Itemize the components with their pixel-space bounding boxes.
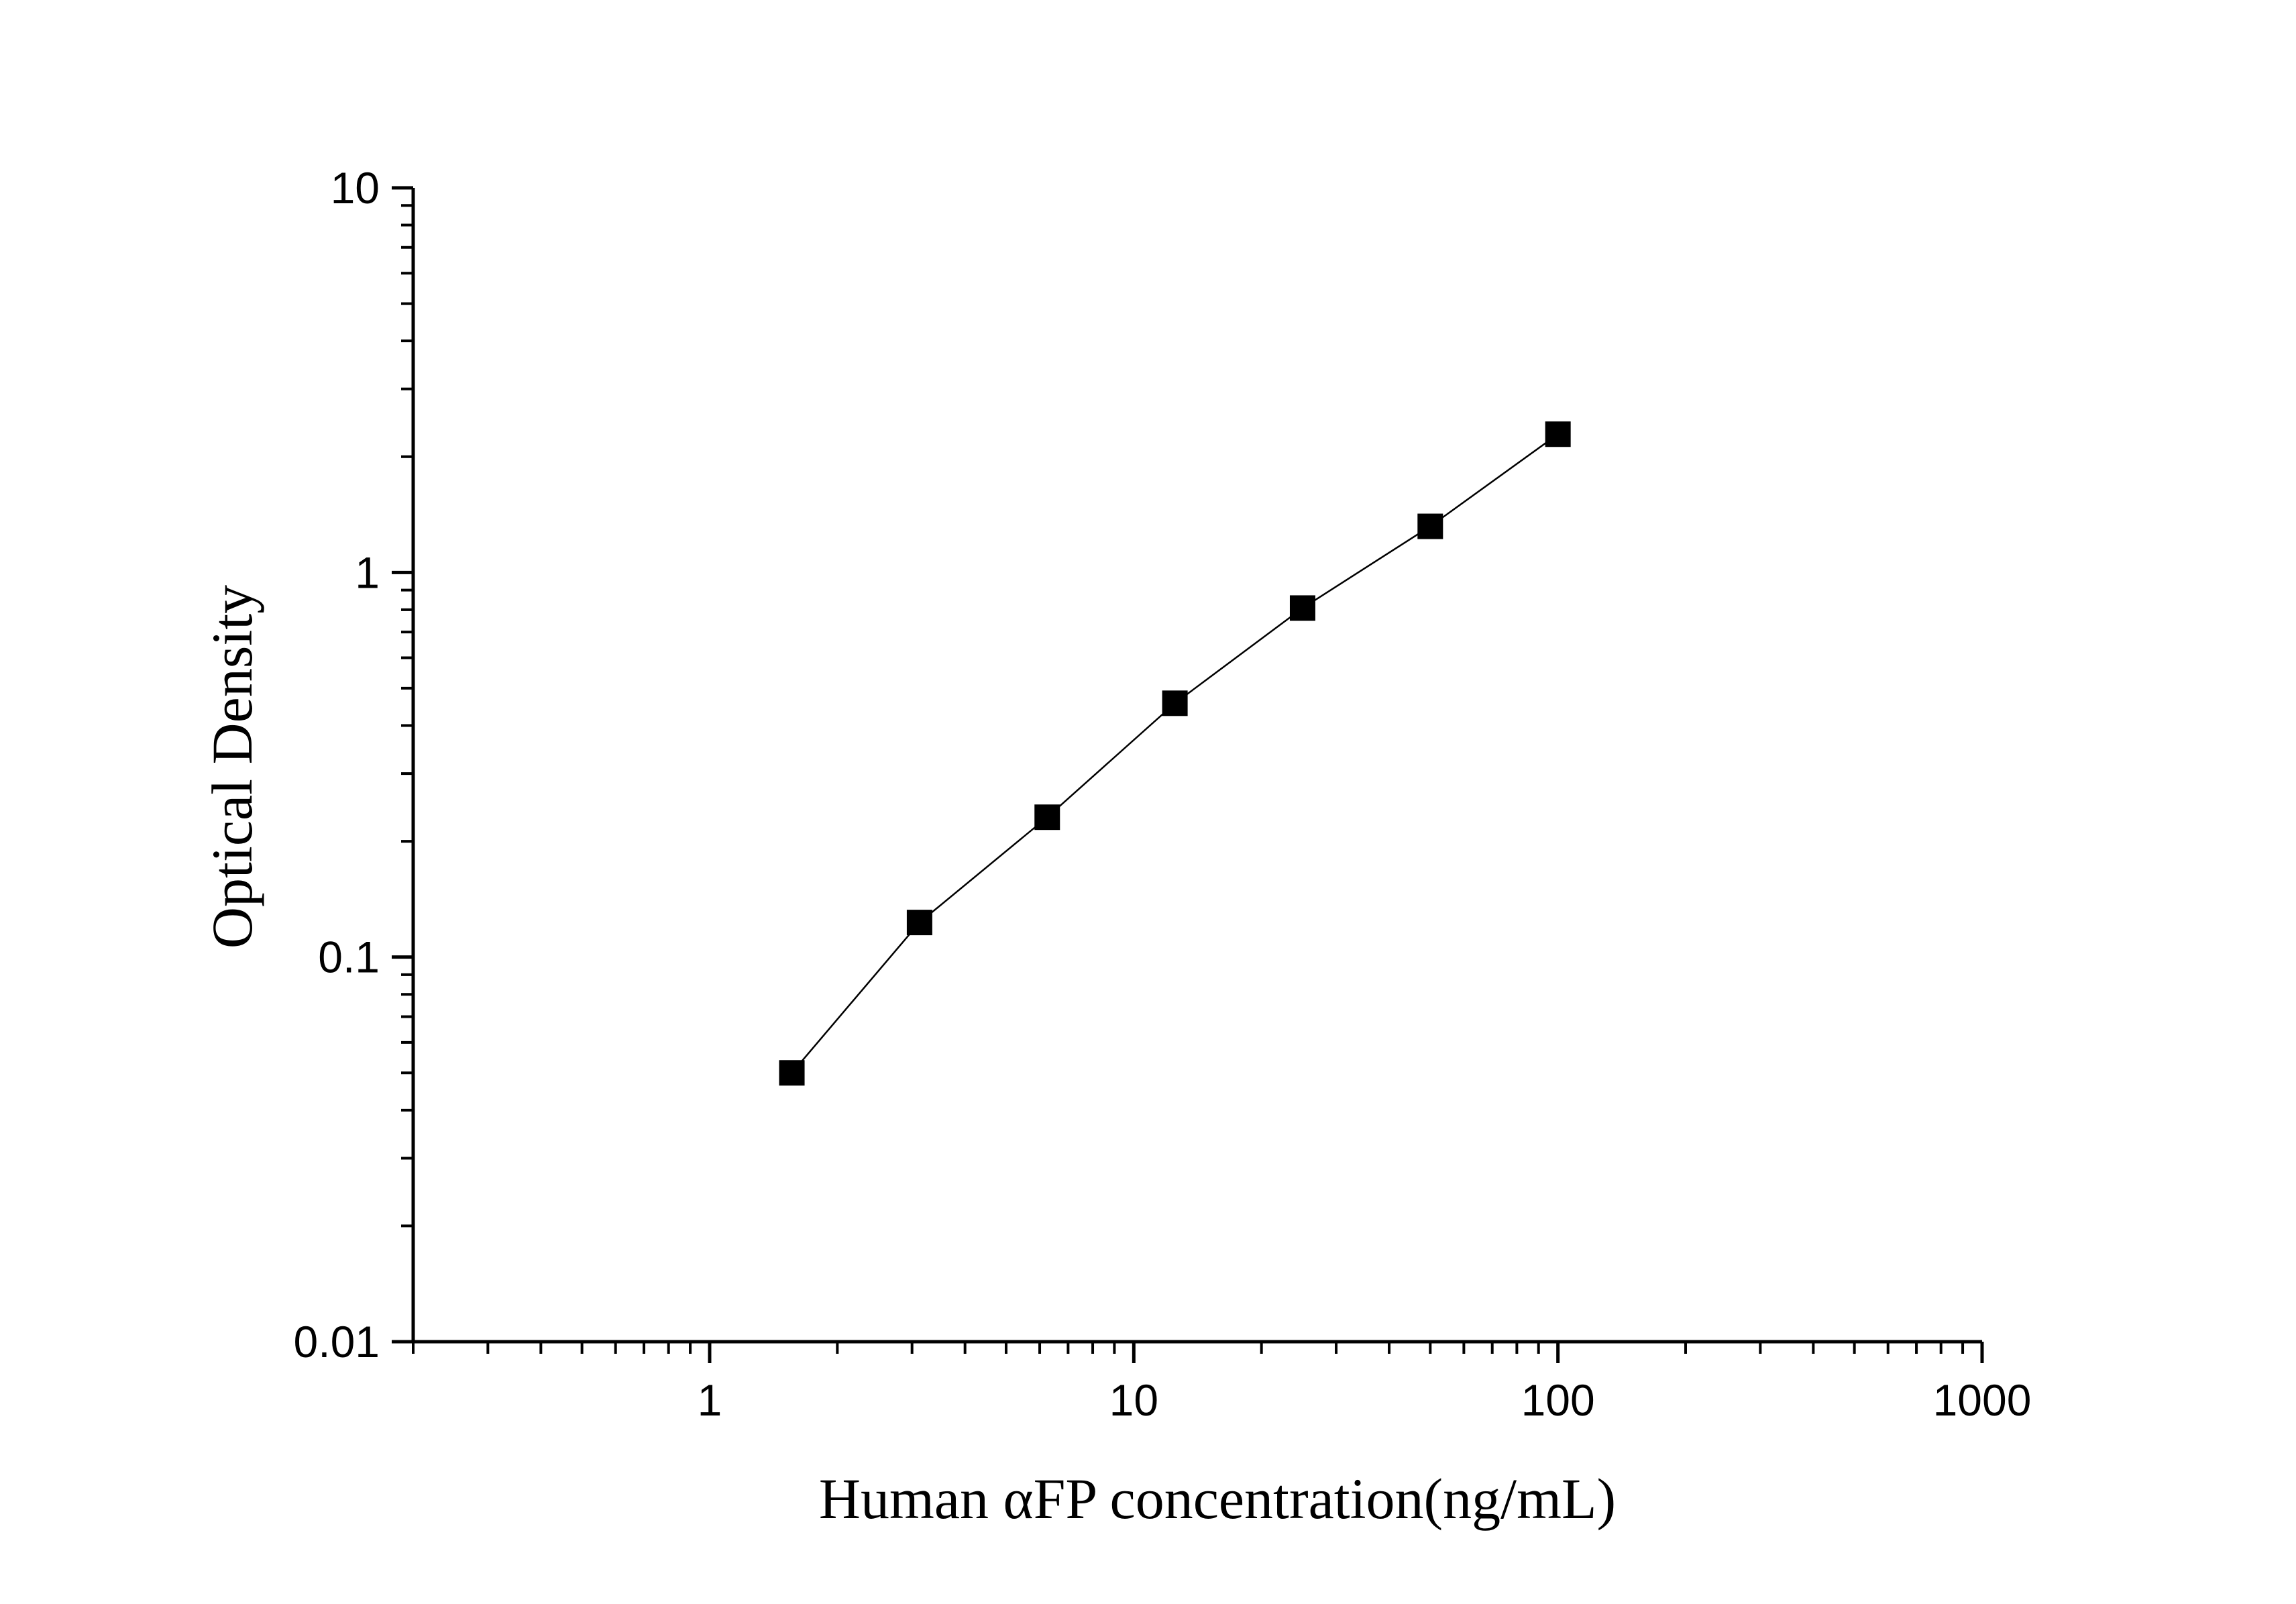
x-axis-title: Human αFP concentration(ng/mL) [819, 1466, 1616, 1531]
x-tick-label: 1 [698, 1375, 722, 1425]
y-axis-title: Optical Density [200, 585, 264, 949]
data-point [1417, 513, 1443, 539]
y-tick-label: 10 [331, 163, 380, 213]
series-line [791, 433, 1559, 1074]
axes [411, 188, 1982, 1344]
ticks: 1 10 100 1000 0.01 0.1 1 10 [294, 163, 2032, 1425]
x-tick-label: 100 [1521, 1375, 1595, 1425]
y-tick-label: 1 [355, 547, 380, 597]
data-point [1034, 804, 1060, 831]
x-tick-label: 10 [1109, 1375, 1158, 1425]
data-point [1162, 690, 1188, 716]
data-point [1545, 421, 1571, 447]
x-tick-label: 1000 [1933, 1375, 2032, 1425]
data-point [779, 1060, 805, 1086]
y-tick-label: 0.01 [294, 1317, 380, 1367]
data-point [906, 910, 932, 936]
series [779, 421, 1571, 1086]
y-tick-label: 0.1 [318, 932, 380, 982]
data-point [1289, 595, 1315, 621]
